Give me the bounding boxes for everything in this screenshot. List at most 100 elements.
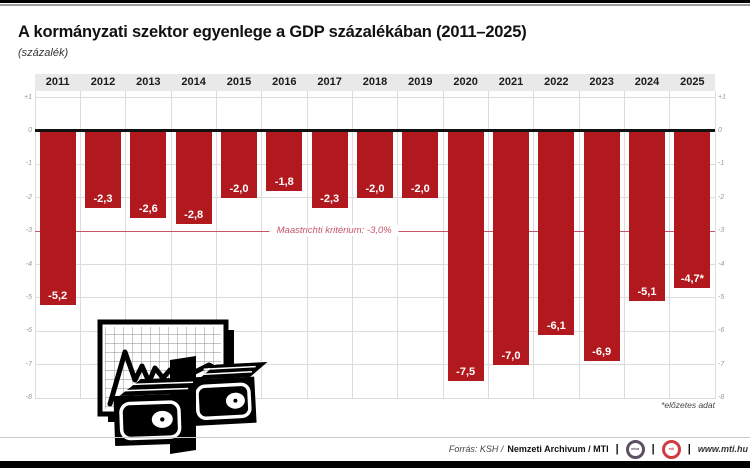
bar: -1,8: [266, 130, 303, 191]
year-axis-band: 2011 2012 2013 2014 2015 2016 2017 2018 2019 2020…: [35, 74, 715, 91]
bar-value-label: -2,0: [229, 182, 249, 195]
bar-value-label: -2,3: [93, 192, 113, 205]
source-label: Forrás: KSH /: [448, 444, 504, 454]
bar-value-label: -2,0: [365, 182, 385, 195]
gridline-v: [351, 91, 353, 399]
banknotes-icon: [113, 356, 268, 454]
y-tick-label-left: -7: [25, 360, 32, 368]
gridline-v: [487, 91, 489, 399]
y-tick-label-right: -6: [718, 327, 725, 335]
gridline-v: [170, 91, 172, 399]
gridline-h: [35, 364, 715, 366]
y-tick-label-right: -2: [718, 193, 725, 201]
bar: -6,1: [538, 130, 575, 335]
y-tick-label-left: -2: [25, 193, 32, 201]
bar: -2,8: [175, 130, 212, 225]
y-tick-label-left: 0: [28, 126, 32, 134]
preliminary-data-footnote: *előzetes adat: [661, 400, 715, 410]
year-label: 2018: [362, 76, 388, 88]
separator: |: [615, 443, 619, 455]
money-chart-illustration: [97, 319, 268, 454]
y-tick-label-left: -6: [25, 327, 32, 335]
gridline-h: [35, 264, 715, 265]
bar: -5,1: [629, 130, 665, 302]
bar-value-label: -2,8: [184, 209, 204, 222]
y-tick-label-right: -8: [718, 394, 725, 402]
bar-value-label: -4,7*: [680, 272, 704, 285]
y-tick-label-right: -5: [718, 293, 725, 301]
bar-value-label: -7,5: [456, 366, 476, 379]
year-label: 2012: [90, 76, 116, 88]
bar-value-label: -2,3: [320, 192, 340, 205]
gridline-v: [215, 91, 217, 399]
gridline-v: [261, 91, 263, 399]
bar-value-label: -1,8: [274, 176, 294, 188]
gridline-v: [442, 91, 444, 399]
bar: -2,3: [85, 130, 121, 208]
year-label: 2013: [136, 76, 161, 88]
bar: -7,0: [493, 130, 529, 365]
y-tick-label-left: -3: [25, 227, 32, 235]
year-label: 2021: [498, 76, 524, 88]
bar: -2,0: [221, 130, 257, 198]
footer-divider: [0, 437, 750, 438]
separator: |: [651, 443, 655, 455]
year-label: 2016: [272, 76, 297, 88]
y-tick-label-left: -8: [25, 394, 32, 402]
gridline-v: [623, 91, 625, 399]
bottom-bar: [0, 461, 750, 468]
y-tick-label-right: +1: [718, 93, 726, 101]
website-url: www.mti.hu: [697, 444, 748, 454]
y-tick-label-right: -7: [718, 360, 725, 368]
year-label: 2023: [589, 76, 614, 88]
bar: -2,3: [311, 130, 348, 208]
bar-value-label: -6,1: [546, 319, 566, 332]
maastricht-label: Maastrichti kritérium: -3,0%: [269, 225, 399, 237]
year-label: 2025: [680, 76, 705, 88]
year-label: 2015: [226, 76, 252, 88]
bar-value-label: -7,0: [501, 349, 521, 362]
bar: -2,0: [357, 130, 393, 198]
gridline-h: [35, 197, 715, 199]
y-tick-label-right: -3: [718, 227, 725, 235]
bar: -6,9: [583, 130, 620, 362]
top-rule-gray: [0, 4, 750, 6]
top-rule-black: [0, 0, 750, 3]
gridline-h: [35, 397, 715, 399]
gridline-v: [578, 91, 580, 399]
plot-area: -5,2 -2,3 -2,6 -2,8 -2,0 -1,8 -2,3 -2,0 -2,0 -7,5…: [24, 91, 726, 401]
gridline-v: [397, 91, 399, 399]
year-label: 2014: [181, 76, 206, 88]
mtva-logo-icon: mtva: [625, 439, 645, 459]
bar: -5,2: [39, 130, 76, 305]
bar: -7,5: [447, 130, 484, 382]
bar-value-label: -6,9: [592, 346, 612, 359]
y-tick-label-left: -4: [25, 260, 32, 268]
year-label: 2011: [45, 76, 70, 88]
y-tick-label-left: -5: [25, 293, 32, 301]
bar-chart: 2011 2012 2013 2014 2015 2016 2017 2018 2019 2020…: [24, 74, 726, 401]
gridline-v: [533, 91, 535, 399]
year-label: 2022: [544, 76, 569, 88]
source-names: Nemzeti Archivum / MTI: [507, 444, 609, 454]
y-tick-label-right: -1: [718, 160, 725, 168]
gridline-v: [306, 91, 308, 399]
bar: -2,6: [130, 130, 167, 218]
gridline-h: [35, 97, 715, 98]
gridline-v: [34, 91, 36, 399]
mti-logo-icon: mti: [661, 439, 681, 459]
gridline-v: [79, 91, 81, 399]
year-label: 2024: [634, 76, 660, 88]
gridline-h: [35, 330, 715, 332]
bar-value-label: -2,0: [410, 182, 430, 195]
footer: Forrás: KSH / Nemzeti Archivum / MTI | m…: [449, 439, 748, 459]
y-tick-label-right: 0: [718, 126, 722, 134]
separator: |: [687, 443, 691, 455]
gridline-v: [714, 91, 716, 399]
page-title: A kormányzati szektor egyenlege a GDP sz…: [18, 23, 527, 41]
zero-baseline: [35, 129, 715, 133]
bar-value-label: -5,2: [48, 289, 68, 302]
bar: -2,0: [402, 130, 439, 198]
bar: -4,7*: [674, 130, 711, 288]
bar-value-label: -2,6: [138, 202, 158, 215]
